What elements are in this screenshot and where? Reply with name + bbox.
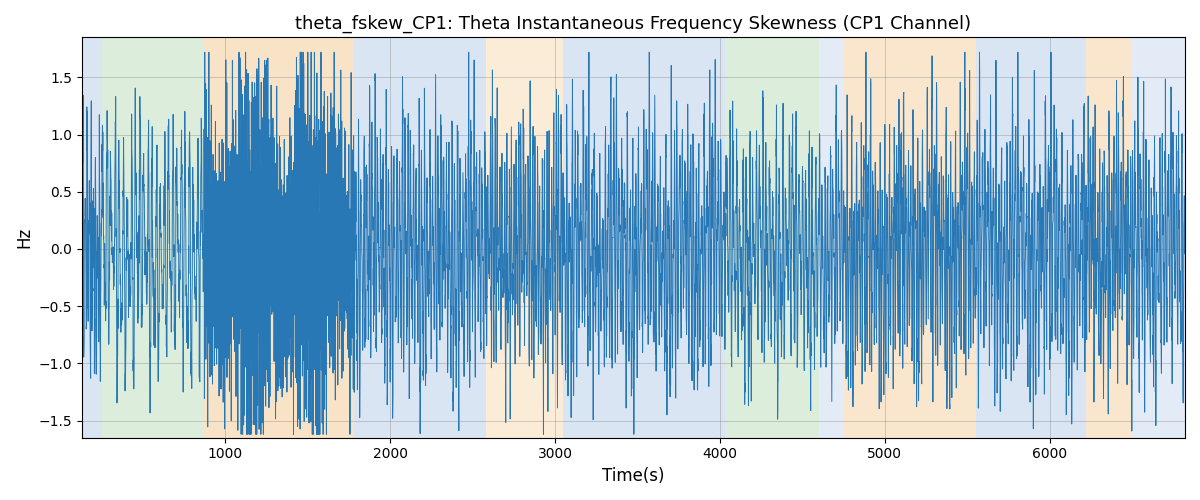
Bar: [725, 38, 818, 438]
Bar: [888, 38, 976, 438]
Title: theta_fskew_CP1: Theta Instantaneous Frequency Skewness (CP1 Channel): theta_fskew_CP1: Theta Instantaneous Fre…: [295, 15, 972, 34]
Bar: [976, 38, 1086, 438]
Bar: [1086, 38, 1133, 438]
Bar: [818, 38, 844, 438]
Bar: [354, 38, 486, 438]
Bar: [563, 38, 725, 438]
Bar: [486, 38, 563, 438]
Bar: [82, 38, 102, 438]
Bar: [102, 38, 204, 438]
X-axis label: Time(s): Time(s): [602, 467, 665, 485]
Bar: [1133, 38, 1186, 438]
Bar: [204, 38, 354, 438]
Y-axis label: Hz: Hz: [14, 227, 32, 248]
Bar: [844, 38, 888, 438]
